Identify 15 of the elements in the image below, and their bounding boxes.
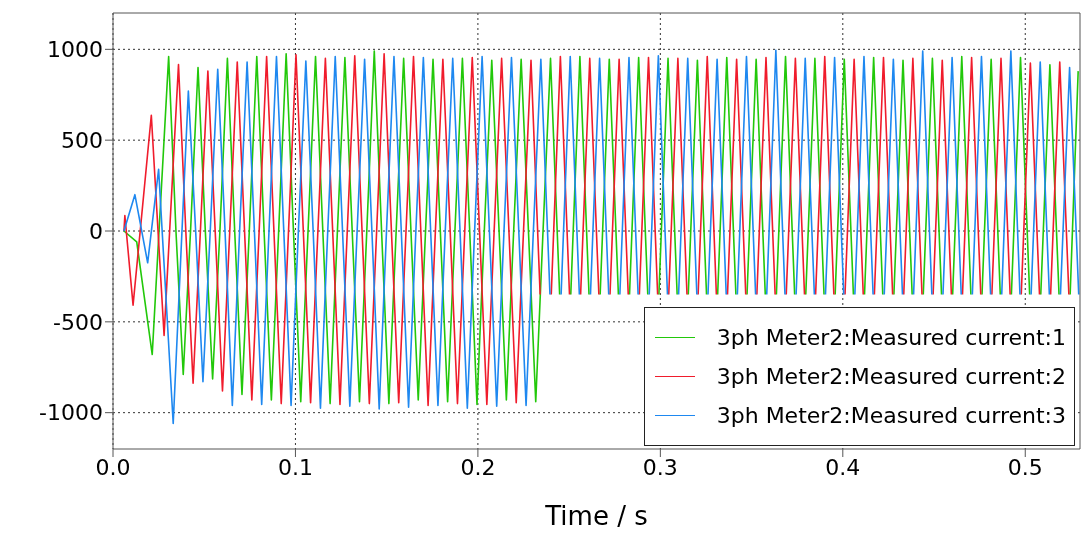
x-axis-title: Time / s (544, 501, 648, 531)
legend-label: 3ph Meter2:Measured current:3 (716, 403, 1066, 428)
x-tick-label: 0.4 (825, 454, 861, 480)
legend-label: 3ph Meter2:Measured current:2 (716, 364, 1066, 389)
y-tick-label: 500 (61, 127, 103, 153)
legend-label: 3ph Meter2:Measured current:1 (716, 325, 1066, 350)
x-tick-label: 0.5 (1007, 454, 1043, 480)
x-tick-label: 0.2 (460, 454, 496, 480)
y-tick-label: -500 (53, 309, 103, 335)
x-tick-label: 0.1 (277, 454, 313, 480)
x-tick-label: 0.3 (642, 454, 678, 480)
y-tick-label: 1000 (47, 37, 103, 63)
y-tick-label: 0 (89, 218, 103, 244)
y-tick-label: -1000 (39, 400, 103, 426)
x-tick-label: 0.0 (95, 454, 131, 480)
